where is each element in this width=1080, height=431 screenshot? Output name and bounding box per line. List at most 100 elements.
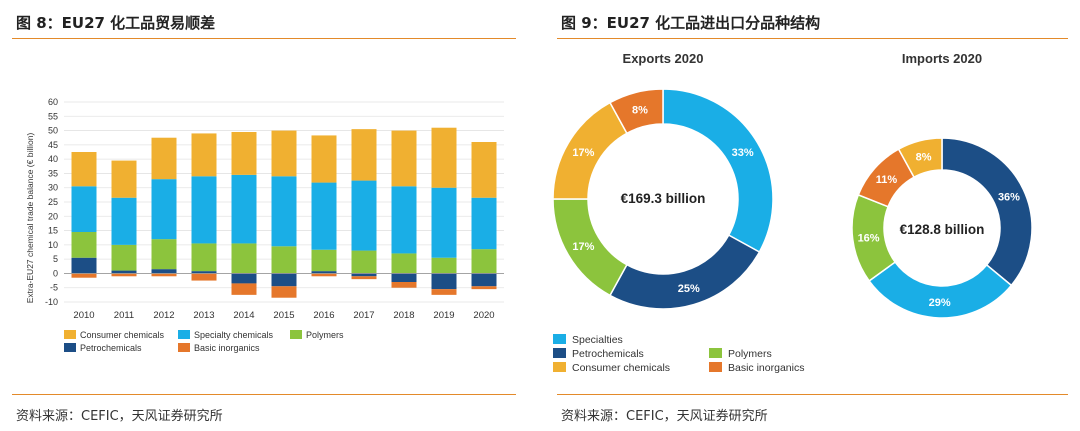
x-tick-label: 2020 — [473, 310, 494, 321]
slice-label-petro: 36% — [998, 191, 1020, 203]
exports-donut: 33% 25% 17% 17% 8% — [552, 88, 774, 310]
x-tick-label: 2010 — [73, 310, 94, 321]
bar-segment-inorganic-2020 — [471, 286, 497, 290]
bar-segment-petro-2010 — [71, 257, 97, 274]
y-tick-label: 25 — [48, 197, 58, 207]
bar-segment-polymers-2016 — [311, 249, 337, 272]
legend-swatch-specialty — [178, 330, 190, 339]
bar-segment-inorganic-2015 — [271, 286, 297, 298]
bar-segment-inorganic-2014 — [231, 283, 257, 295]
bar-segment-polymers-2018 — [391, 253, 417, 274]
legend-label-inorganic: Basic inorganics — [194, 343, 260, 353]
bar-segment-petro-2020 — [471, 273, 497, 287]
y-tick-label: 60 — [48, 97, 58, 107]
bar-segment-consumer-2015 — [271, 130, 297, 177]
legend-swatch-polymers — [290, 330, 302, 339]
bar-legend: Consumer chemicals Specialty chemicals Pol… — [64, 330, 344, 353]
bar-segment-specialty-2016 — [311, 182, 337, 250]
donut-charts: Exports 2020 Imports 2020 33% 25% 17% 17% 8%… — [552, 51, 1033, 374]
bar-segment-consumer-2011 — [111, 160, 137, 198]
bar-segment-petro-2013 — [191, 271, 217, 274]
legend-swatch-petro — [553, 348, 566, 358]
bar-segment-consumer-2020 — [471, 142, 497, 198]
figure-8-panel: 图 8：EU27 化工品贸易顺差 Extra-EU27 chemical tra… — [0, 0, 528, 431]
legend-swatch-polymers — [709, 348, 722, 358]
x-tick-label: 2012 — [153, 310, 174, 321]
x-tick-label: 2016 — [313, 310, 334, 321]
bar-segment-petro-2015 — [271, 273, 297, 287]
bar-segment-inorganic-2012 — [151, 273, 177, 277]
figure-9-source: 资料来源：CEFIC，天风证券研究所 — [561, 409, 768, 424]
bar-segment-consumer-2014 — [231, 132, 257, 175]
bar-segment-consumer-2017 — [351, 129, 377, 181]
bar-segment-specialty-2020 — [471, 197, 497, 250]
slice-label-specialty: 29% — [929, 297, 951, 309]
bar-segment-inorganic-2011 — [111, 273, 137, 277]
slice-label-consumer: 17% — [572, 147, 594, 159]
y-tick-label: -10 — [45, 297, 58, 307]
bar-segment-polymers-2014 — [231, 243, 257, 274]
x-tick-label: 2014 — [233, 310, 254, 321]
legend-swatch-petro — [64, 343, 76, 352]
legend-swatch-specialty — [553, 334, 566, 344]
bar-segment-consumer-2016 — [311, 135, 337, 183]
bar-segment-specialty-2019 — [431, 187, 457, 258]
bar-segment-petro-2011 — [111, 270, 137, 274]
slice-label-inorganic: 8% — [632, 104, 648, 116]
bar-segment-inorganic-2017 — [351, 276, 377, 280]
bar-segment-polymers-2017 — [351, 250, 377, 274]
imports-donut: 36% 29% 16% 11% 8% — [851, 137, 1033, 319]
donut-legend: Specialties Petrochemicals Consumer chemic… — [553, 334, 804, 374]
bar-segment-polymers-2010 — [71, 232, 97, 258]
bar-segment-polymers-2013 — [191, 243, 217, 272]
slice-label-polymers: 17% — [572, 241, 594, 253]
bar-segment-specialty-2011 — [111, 197, 137, 245]
y-tick-label: 35 — [48, 168, 58, 178]
bar-segment-petro-2018 — [391, 273, 417, 282]
legend-label-specialty: Specialty chemicals — [194, 330, 274, 340]
y-tick-label: 15 — [48, 226, 58, 236]
y-tick-label: 40 — [48, 154, 58, 164]
bar-segment-specialty-2014 — [231, 174, 257, 244]
slice-label-specialty: 33% — [732, 147, 754, 159]
bar-segment-inorganic-2010 — [71, 273, 97, 278]
slice-specialty — [868, 261, 1013, 319]
x-tick-label: 2015 — [273, 310, 294, 321]
legend-swatch-consumer — [553, 362, 566, 372]
y-tick-label: 5 — [53, 254, 58, 264]
legend-label-consumer: Consumer chemicals — [80, 330, 165, 340]
slice-label-polymers: 16% — [858, 232, 880, 244]
bar-segment-specialty-2010 — [71, 186, 97, 232]
bar-segment-consumer-2019 — [431, 127, 457, 188]
bar-segment-inorganic-2018 — [391, 282, 417, 288]
bar-segment-petro-2016 — [311, 271, 337, 274]
slice-label-petro: 25% — [678, 283, 700, 295]
y-tick-label: 50 — [48, 126, 58, 136]
bar-segment-consumer-2018 — [391, 130, 417, 187]
bar-segment-consumer-2010 — [71, 152, 97, 187]
stacked-bar-chart: Extra-EU27 chemical trade balance (€ bil… — [25, 97, 504, 353]
y-tick-label: 55 — [48, 111, 58, 121]
bar-segment-petro-2019 — [431, 273, 457, 290]
bar-segment-specialty-2012 — [151, 179, 177, 240]
bar-segment-specialty-2018 — [391, 186, 417, 254]
source-divider — [557, 394, 1068, 395]
legend-label-consumer: Consumer chemicals — [572, 362, 670, 374]
bar-segment-polymers-2015 — [271, 246, 297, 274]
exports-title: Exports 2020 — [623, 51, 704, 66]
bar-segment-polymers-2012 — [151, 239, 177, 270]
source-divider — [12, 394, 516, 395]
legend-swatch-inorganic — [709, 362, 722, 372]
y-tick-label: -5 — [50, 283, 58, 293]
y-tick-label: 30 — [48, 183, 58, 193]
x-tick-label: 2019 — [433, 310, 454, 321]
bar-segment-consumer-2013 — [191, 133, 217, 177]
slice-petro — [941, 137, 1033, 287]
figure-9-title: 图 9：EU27 化工品进出口分品种结构 — [561, 14, 821, 32]
bar-segment-inorganic-2019 — [431, 289, 457, 295]
x-tick-label: 2017 — [353, 310, 374, 321]
slice-inorganic — [608, 88, 664, 135]
legend-label-specialty: Specialties — [572, 334, 623, 346]
y-tick-label: 20 — [48, 211, 58, 221]
bar-segment-petro-2014 — [231, 273, 257, 284]
